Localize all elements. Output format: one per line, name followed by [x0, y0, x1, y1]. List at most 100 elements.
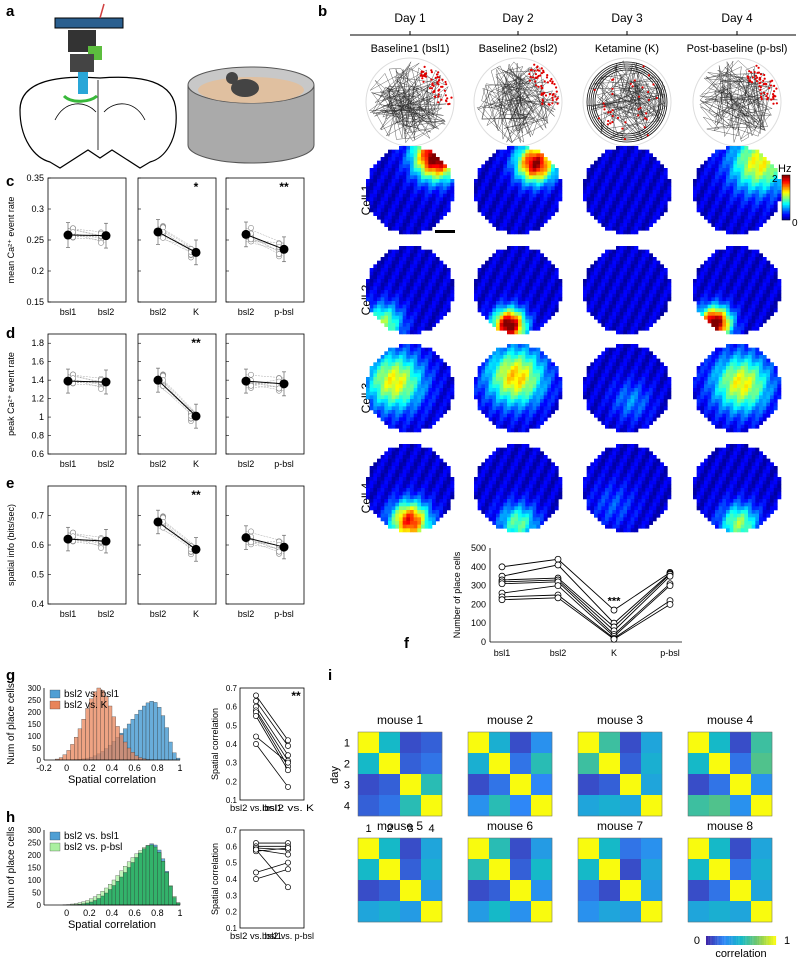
map-pixel — [439, 286, 444, 291]
map-pixel — [492, 293, 497, 298]
map-pixel — [755, 197, 760, 202]
map-pixel — [601, 186, 606, 191]
map-pixel — [399, 201, 403, 205]
map-pixel — [481, 369, 486, 374]
map-pixel — [616, 260, 620, 265]
map-pixel — [424, 369, 429, 374]
map-pixel — [510, 286, 515, 291]
map-pixel — [428, 286, 433, 291]
map-pixel — [485, 366, 489, 370]
spike-dot — [430, 78, 433, 81]
map-pixel — [450, 193, 455, 198]
map-pixel — [704, 204, 708, 209]
map-pixel — [627, 406, 631, 411]
map-pixel — [547, 201, 552, 205]
map-pixel — [521, 271, 526, 276]
map-pixel — [704, 308, 708, 313]
map-pixel — [488, 395, 493, 400]
map-pixel — [439, 193, 444, 198]
map-pixel — [529, 204, 533, 209]
map-pixel — [649, 201, 653, 205]
map-pixel — [428, 212, 433, 216]
map-pixel — [608, 304, 613, 309]
map-pixel — [514, 358, 519, 363]
map-pixel — [432, 417, 436, 422]
map-pixel — [518, 230, 522, 235]
map-pixel — [388, 149, 392, 154]
map-pixel — [597, 417, 602, 422]
map-pixel — [510, 304, 515, 309]
map-pixel — [421, 297, 425, 302]
map-pixel — [514, 260, 519, 265]
map-pixel — [663, 268, 668, 272]
map-pixel — [391, 268, 396, 272]
map-pixel — [590, 410, 595, 414]
map-pixel — [605, 257, 609, 261]
map-pixel — [766, 312, 771, 316]
map-pixel — [711, 315, 716, 320]
map-pixel — [399, 215, 403, 220]
map-pixel — [450, 290, 455, 294]
map-pixel — [485, 377, 489, 381]
map-pixel — [641, 157, 646, 161]
map-pixel — [499, 271, 504, 276]
map-pixel — [612, 268, 617, 272]
map-pixel — [395, 362, 400, 367]
map-pixel — [586, 186, 591, 191]
map-pixel — [443, 410, 447, 414]
map-pixel — [638, 323, 642, 327]
map-pixel — [547, 388, 552, 392]
map-pixel — [443, 395, 447, 400]
map-pixel — [391, 275, 396, 280]
map-pixel — [410, 197, 414, 202]
map-pixel — [547, 171, 552, 176]
map-pixel — [722, 304, 727, 309]
map-pixel — [649, 308, 653, 313]
map-pixel — [421, 186, 425, 191]
map-pixel — [428, 351, 433, 356]
map-pixel — [733, 153, 738, 158]
map-pixel — [737, 219, 741, 224]
map-pixel — [492, 153, 497, 158]
map-pixel — [623, 157, 628, 161]
map-pixel — [612, 362, 617, 367]
map-pixel — [597, 168, 602, 172]
map-pixel — [627, 208, 631, 213]
map-pixel — [499, 149, 504, 154]
map-pixel — [627, 149, 631, 154]
map-pixel — [369, 190, 374, 194]
map-pixel — [755, 275, 760, 280]
map-pixel — [518, 304, 522, 309]
map-pixel — [649, 293, 653, 298]
map-pixel — [399, 351, 403, 356]
map-pixel — [558, 384, 563, 389]
map-pixel — [594, 264, 598, 269]
map-pixel — [377, 362, 381, 367]
map-pixel — [740, 171, 745, 176]
map-pixel — [413, 399, 418, 403]
map-pixel — [413, 377, 418, 381]
map-pixel — [634, 223, 639, 227]
map-pixel — [737, 279, 741, 283]
map-pixel — [586, 395, 591, 400]
map-pixel — [518, 279, 522, 283]
map-pixel — [406, 417, 411, 422]
map-pixel — [402, 366, 407, 370]
map-pixel — [722, 308, 727, 313]
map-pixel — [477, 182, 482, 187]
map-pixel — [645, 282, 650, 287]
map-pixel — [652, 175, 657, 180]
map-pixel — [619, 347, 624, 352]
map-pixel — [608, 175, 613, 180]
map-pixel — [510, 402, 515, 407]
map-pixel — [740, 175, 745, 180]
map-pixel — [373, 301, 378, 305]
map-pixel — [474, 282, 478, 287]
map-pixel — [597, 319, 602, 324]
map-pixel — [402, 369, 407, 374]
map-pixel — [696, 304, 701, 309]
spike-dot — [435, 73, 439, 76]
map-pixel — [388, 275, 392, 280]
map-pixel — [608, 347, 613, 352]
map-pixel — [740, 319, 745, 324]
